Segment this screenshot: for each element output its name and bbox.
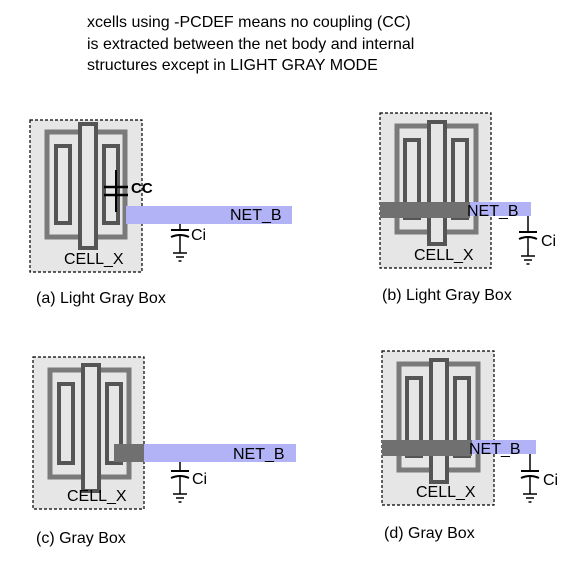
panel-a: NET_B CC Ci CELL_X (a) Light Gray Box bbox=[29, 119, 292, 307]
cell-label: CELL_X bbox=[64, 251, 124, 268]
structure-center-bar bbox=[429, 358, 449, 484]
structure-right-finger bbox=[105, 382, 123, 465]
ground-capacitor bbox=[520, 454, 540, 503]
ci-label: Ci bbox=[192, 471, 207, 488]
structure-left-finger bbox=[54, 144, 72, 225]
net-label: NET_B bbox=[469, 441, 521, 458]
cell-label: CELL_X bbox=[67, 488, 127, 505]
net-label: NET_B bbox=[467, 203, 519, 220]
panel-c: NET_B Ci CELL_X (c) Gray Box bbox=[32, 356, 296, 547]
structure-right-finger bbox=[102, 144, 120, 225]
ci-label: Ci bbox=[541, 233, 556, 250]
panel-caption: (a) Light Gray Box bbox=[36, 290, 166, 307]
structure-left-finger bbox=[57, 382, 75, 465]
ci-label: Ci bbox=[543, 472, 558, 489]
net-label: NET_B bbox=[233, 446, 285, 463]
ground-capacitor bbox=[518, 216, 538, 265]
net-wire bbox=[144, 444, 296, 462]
panel-caption: (c) Gray Box bbox=[36, 530, 126, 547]
ground-capacitor bbox=[170, 224, 190, 262]
net-wire bbox=[126, 206, 292, 224]
heading-line-2: is extracted between the net body and in… bbox=[87, 36, 414, 53]
net-label: NET_B bbox=[230, 207, 282, 224]
net-overlap bbox=[382, 440, 472, 456]
panel-caption: (d) Gray Box bbox=[384, 525, 475, 542]
net-overlap bbox=[114, 444, 144, 462]
ground-capacitor bbox=[170, 462, 190, 503]
cell-label: CELL_X bbox=[414, 247, 474, 264]
net-wire bbox=[472, 440, 536, 454]
net-overlap bbox=[380, 202, 470, 218]
cell-label: CELL_X bbox=[416, 484, 476, 501]
ci-label: Ci bbox=[191, 227, 206, 244]
structure-center-bar bbox=[427, 120, 447, 246]
panel-b: NET_B Ci CELL_X (b) Light Gray Box bbox=[379, 112, 556, 304]
panel-d: NET_B Ci CELL_X (d) Gray Box bbox=[381, 350, 558, 542]
panel-caption: (b) Light Gray Box bbox=[382, 287, 512, 304]
cc-label: CC bbox=[131, 180, 153, 197]
structure-center-bar bbox=[81, 363, 101, 493]
net-wire bbox=[470, 202, 531, 216]
heading-line-3: structures except in LIGHT GRAY MODE bbox=[87, 57, 378, 74]
heading-line-1: xcells using -PCDEF means no coupling (C… bbox=[87, 14, 411, 31]
structure-center-bar bbox=[78, 122, 98, 250]
